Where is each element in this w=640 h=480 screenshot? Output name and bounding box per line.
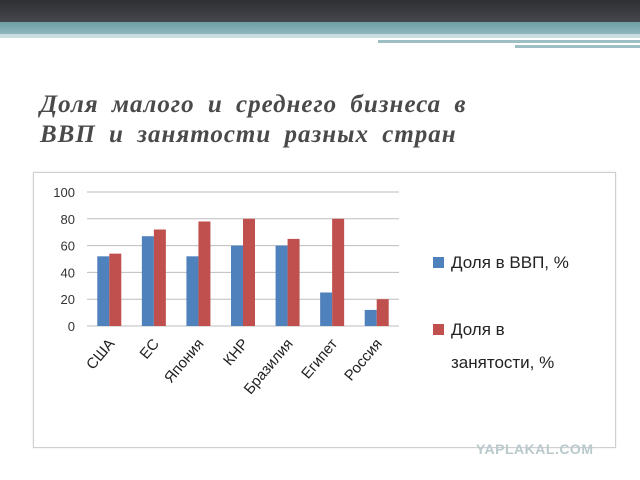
bar-employment-3: [243, 218, 255, 326]
y-tick-label: 40: [61, 265, 75, 280]
legend-swatch-gdp: [433, 257, 444, 268]
x-tick-label: США: [83, 336, 118, 373]
slide-title-line-1: Доля малого и среднего бизнеса в: [40, 91, 467, 118]
slide-title-line-2: ВВП и занятости разных стран: [40, 121, 457, 148]
y-tick-label: 20: [61, 292, 75, 307]
chart-frame: 0 20 40 60 80 100 США ЕС Япония КНР Бразилия Египет…: [33, 172, 616, 448]
x-tick-label: ЕС: [137, 336, 164, 363]
slide-header-ribbon: [378, 40, 640, 43]
legend-label-employment: Доля в занятости, %: [451, 320, 554, 372]
bar-gdp-3: [231, 245, 243, 326]
bar-gdp-2: [186, 256, 199, 326]
bar-employment-4: [287, 238, 300, 326]
bar-gdp-6: [364, 309, 377, 326]
legend-label-gdp: Доля в ВВП, %: [451, 253, 569, 272]
y-tick-label: 60: [61, 239, 75, 254]
slide-header-dark-band: [0, 0, 640, 22]
watermark: YAPLAKAL.COM: [476, 441, 594, 457]
bar-employment-1: [153, 229, 166, 326]
bar-employment-2: [198, 221, 211, 326]
bar-employment-5: [332, 218, 345, 326]
slide-header-light-stripe: [0, 34, 640, 38]
bar-gdp-1: [141, 236, 154, 326]
legend-swatch-employment: [433, 324, 444, 335]
y-tick-label: 80: [61, 212, 75, 227]
bar-gdp-5: [320, 292, 333, 326]
x-tick-label: Россия: [341, 336, 386, 385]
bar-gdp-4: [275, 245, 288, 326]
x-tick-label: Япония: [161, 336, 208, 387]
y-tick-label: 0: [68, 319, 75, 334]
bar-employment-6: [376, 299, 389, 326]
y-tick-label: 100: [53, 185, 75, 200]
slide-title: Доля малого и среднего бизнеса в ВВП и з…: [40, 90, 610, 150]
bar-employment-0: [109, 253, 122, 326]
x-tick-label: Египет: [298, 336, 341, 383]
slide-header-teal-stripe: [0, 22, 640, 34]
bar-gdp-0: [97, 256, 110, 326]
x-tick-label: КНР: [220, 336, 252, 370]
slide-header-ribbon-short: [515, 45, 640, 48]
